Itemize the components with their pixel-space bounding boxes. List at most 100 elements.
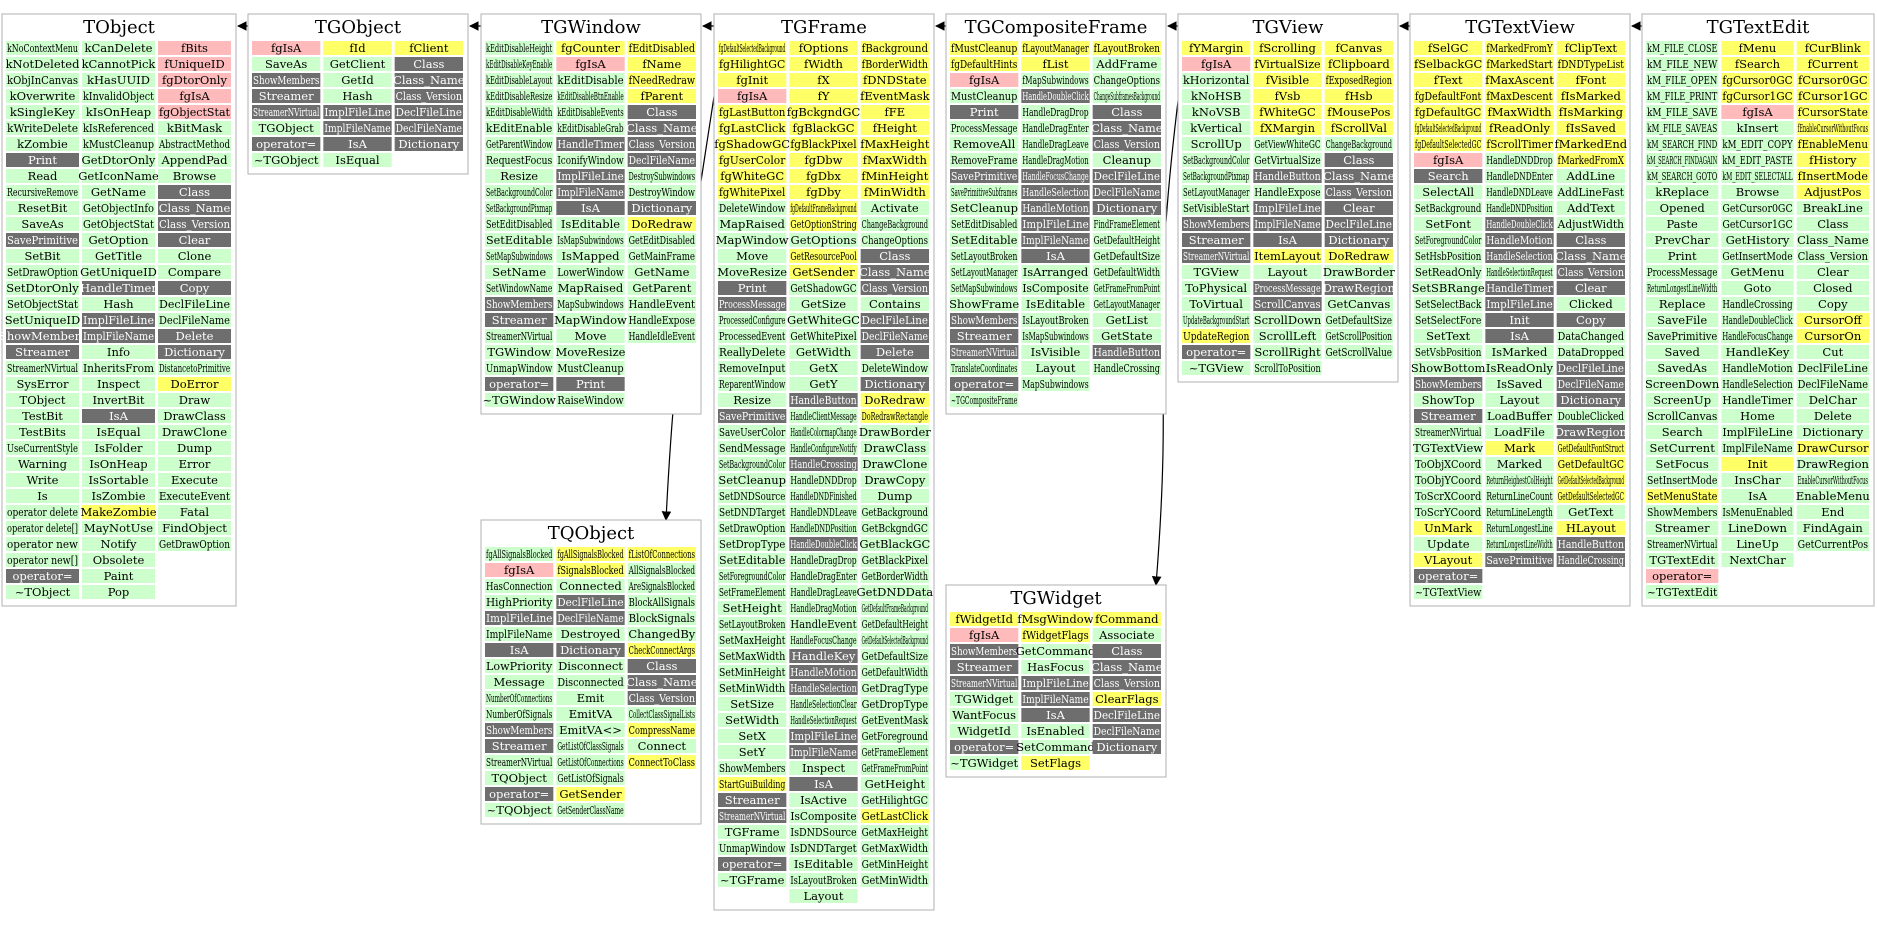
member-cell-bg xyxy=(1721,89,1794,103)
member-cell-bg xyxy=(1796,489,1869,503)
member-label: HandleDragMotion xyxy=(1022,153,1089,167)
member-label: Streamer xyxy=(957,660,1012,674)
member-cell-bg xyxy=(1182,153,1251,167)
member-label: TestBits xyxy=(19,425,66,439)
member-cell: SavePrimitive xyxy=(718,409,787,423)
member-cell-bg xyxy=(1721,489,1794,503)
member-label: Class xyxy=(646,105,677,119)
member-cell: Print xyxy=(950,105,1019,119)
member-cell-bg xyxy=(950,329,1019,343)
member-label: IsFolder xyxy=(94,441,143,455)
member-label: operator delete[] xyxy=(7,521,78,535)
member-cell-bg xyxy=(6,313,79,327)
member-cell-bg xyxy=(718,313,787,327)
member-cell: SetMapSubwindows xyxy=(485,249,554,263)
member-cell-bg xyxy=(6,73,79,87)
class-box-tgtextedit: TGTextEditkM_FILE_CLOSEkM_FILE_NEWkM_FIL… xyxy=(1641,13,1875,607)
member-label: operator= xyxy=(954,740,1014,754)
member-label: GetParent xyxy=(632,281,691,295)
member-cell: DoError xyxy=(158,377,231,391)
member-cell-bg xyxy=(718,857,787,871)
member-cell: GetSize xyxy=(789,297,858,311)
member-label: fgDby xyxy=(806,185,841,199)
member-cell: IsA xyxy=(1021,249,1090,263)
member-cell: StreamerNVirtual xyxy=(1646,537,1719,551)
member-cell-bg xyxy=(789,377,858,391)
member-label: ProcessMessage xyxy=(951,121,1017,135)
member-cell: FindFrameElement xyxy=(1092,217,1161,231)
member-label: Class_Version xyxy=(1094,137,1161,151)
member-label: SendMessage xyxy=(719,441,785,455)
member-cell-bg xyxy=(485,329,554,343)
member-cell: fgDbx xyxy=(789,169,858,183)
member-cell-bg xyxy=(860,265,929,279)
member-cell: GetUniqueID xyxy=(80,265,157,279)
member-cell-bg xyxy=(1796,297,1869,311)
member-cell-bg xyxy=(1182,313,1251,327)
member-cell: kEditDisableWidth xyxy=(485,105,554,119)
member-cell-bg xyxy=(1021,692,1090,706)
member-cell: HandleCrossing xyxy=(789,457,858,471)
member-label: Class_Name xyxy=(1797,233,1869,247)
member-label: DestroyWindow xyxy=(629,185,695,199)
member-cell: GetDropType xyxy=(860,697,929,711)
member-cell: fWidgetId xyxy=(950,612,1019,626)
member-cell-bg xyxy=(556,547,625,561)
member-cell: ScrollToPosition xyxy=(1253,361,1322,375)
member-cell-bg xyxy=(718,297,787,311)
member-cell: GetText xyxy=(1556,505,1625,519)
member-cell-bg xyxy=(1021,105,1090,119)
member-cell-bg xyxy=(556,297,625,311)
member-cell: ToScrXCoord xyxy=(1414,489,1483,503)
member-label: HandleEvent xyxy=(629,297,696,311)
member-label: fHsb xyxy=(1345,89,1373,103)
member-label: TGObject xyxy=(259,121,314,135)
member-cell: DeleteWindow xyxy=(860,361,929,375)
member-label: MustCleanup xyxy=(951,89,1017,103)
member-label: ~TGTextEdit xyxy=(1647,585,1718,599)
member-label: DeclFileLine xyxy=(557,595,624,609)
member-cell: HandleDNDDrop xyxy=(1485,153,1554,167)
member-cell-bg xyxy=(789,201,858,215)
member-label: fgUserColor xyxy=(719,153,786,167)
member-label: ~TGObject xyxy=(254,153,319,167)
member-label: GetMenu xyxy=(1730,265,1784,279)
member-cell-bg xyxy=(556,41,625,55)
member-cell-bg xyxy=(718,553,787,567)
member-label: Class xyxy=(1111,644,1142,658)
member-cell: DrawClass xyxy=(860,441,929,455)
member-cell: GetX xyxy=(789,361,858,375)
member-cell: ImplFileLine xyxy=(1021,217,1090,231)
member-cell-bg xyxy=(485,675,554,689)
member-label: DoError xyxy=(171,377,219,391)
class-title: TObject xyxy=(83,17,156,38)
member-cell-bg xyxy=(627,297,696,311)
member-cell: SetEditDisabled xyxy=(485,217,554,231)
member-cell-bg xyxy=(718,681,787,695)
member-cell: DeclFileName xyxy=(394,121,463,135)
member-label: HandleDoubleClick xyxy=(1722,313,1793,327)
member-cell: Is xyxy=(6,489,79,503)
member-cell-bg xyxy=(950,233,1019,247)
member-cell-bg xyxy=(789,73,858,87)
member-label: ~TGWidget xyxy=(950,756,1018,770)
member-cell: SavePrimitive xyxy=(6,233,79,247)
member-cell-bg xyxy=(1414,121,1483,135)
member-label: fgBlackGC xyxy=(793,121,855,135)
member-cell-bg xyxy=(718,841,787,855)
member-label: kInsert xyxy=(1737,121,1779,135)
member-cell-bg xyxy=(1796,41,1869,55)
member-label: SetBackgroundPixmap xyxy=(486,201,552,215)
member-label: SetEditDisabled xyxy=(951,217,1018,231)
member-cell-bg xyxy=(950,137,1019,151)
member-cell: IsMapSubwindows xyxy=(556,233,625,247)
member-cell: kM_FILE_NEW xyxy=(1646,57,1719,71)
member-cell-bg xyxy=(1721,329,1794,343)
member-cell-bg xyxy=(1646,265,1719,279)
member-label: Clear xyxy=(1343,201,1375,215)
member-cell: SetEditable xyxy=(950,233,1019,247)
member-cell-bg xyxy=(1556,521,1625,535)
member-cell: Hash xyxy=(323,89,392,103)
member-cell: Init xyxy=(1721,457,1794,471)
member-cell: Class xyxy=(1796,217,1869,231)
